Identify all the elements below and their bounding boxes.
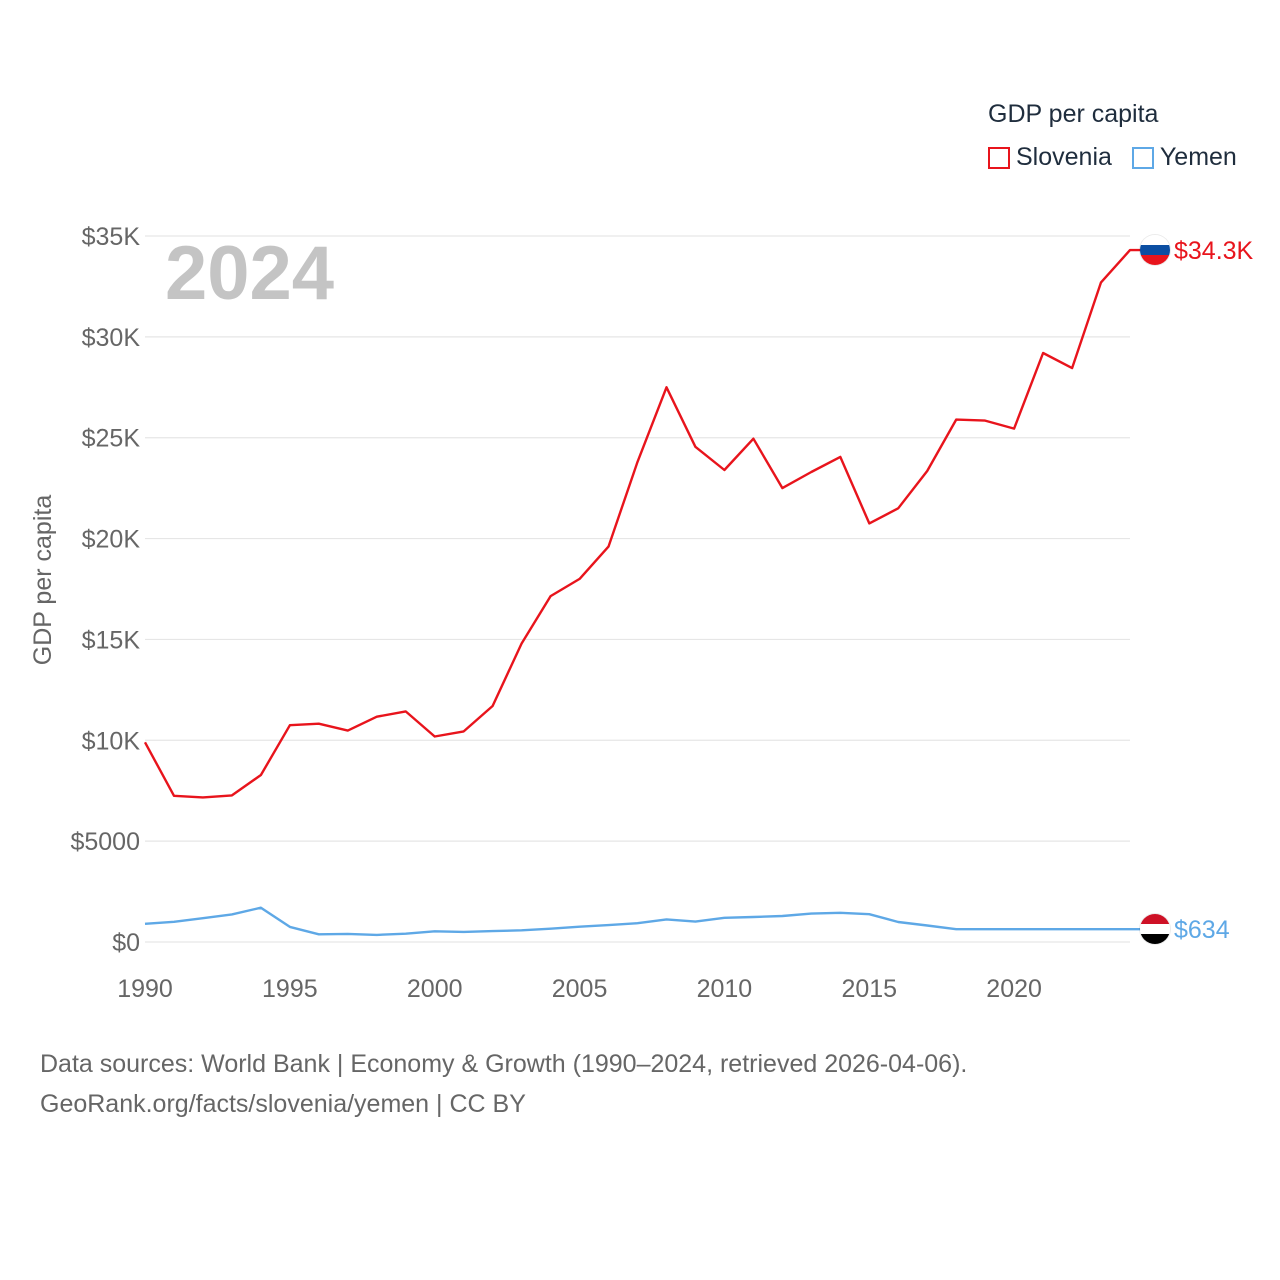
x-tick-label: 2005 <box>552 975 608 1003</box>
legend-item-slovenia[interactable]: Slovenia <box>988 143 1112 172</box>
series-line-slovenia <box>143 248 1142 799</box>
x-tick-label: 2020 <box>986 975 1042 1003</box>
yemen-flag-icon <box>1140 914 1170 944</box>
slovenia-flag-icon <box>1140 235 1170 265</box>
source-link[interactable]: GeoRank.org/facts/slovenia/yemen | CC BY <box>40 1090 526 1118</box>
end-label-slovenia: $34.3K <box>1174 237 1254 265</box>
end-labels: $34.3K $634 <box>1174 237 1254 944</box>
y-tick-label: $5000 <box>70 828 140 856</box>
y-tick-label: $15K <box>82 626 141 654</box>
y-tick-label: $20K <box>82 526 141 554</box>
gridlines <box>145 235 1130 943</box>
x-axis-ticks: 1990 1995 2000 2005 2010 2015 2020 <box>117 975 1042 1003</box>
x-tick-label: 1995 <box>262 975 318 1003</box>
x-tick-label: 1990 <box>117 975 173 1003</box>
y-tick-label: $35K <box>82 223 141 251</box>
legend-swatch-yemen <box>1131 146 1154 169</box>
y-tick-label: $10K <box>82 727 141 755</box>
footer: Data sources: World Bank | Economy & Gro… <box>40 1044 967 1124</box>
y-tick-label: $25K <box>82 425 141 453</box>
series-lines <box>143 248 1142 937</box>
end-label-yemen: $634 <box>1174 916 1230 944</box>
legend-title: GDP per capita <box>988 100 1159 128</box>
legend-label-yemen: Yemen <box>1159 143 1237 171</box>
data-source-text: Data sources: World Bank | Economy & Gro… <box>40 1050 968 1078</box>
legend-label-slovenia: Slovenia <box>1016 143 1112 171</box>
legend-item-yemen[interactable]: Yemen <box>1131 143 1237 172</box>
x-tick-label: 2000 <box>407 975 463 1003</box>
x-tick-label: 2010 <box>697 975 753 1003</box>
y-tick-label: $30K <box>82 324 141 352</box>
x-tick-label: 2015 <box>841 975 897 1003</box>
y-tick-label: $0 <box>112 929 140 957</box>
legend-swatch-slovenia <box>988 146 1010 169</box>
series-line-yemen <box>144 906 1142 937</box>
legend: Slovenia Yemen <box>988 143 1257 172</box>
y-axis-ticks: $0 $5000 $10K $15K $20K $25K $30K $35K <box>70 223 140 957</box>
year-label: 2024 <box>165 231 334 316</box>
y-axis-label: GDP per capita <box>29 495 57 666</box>
